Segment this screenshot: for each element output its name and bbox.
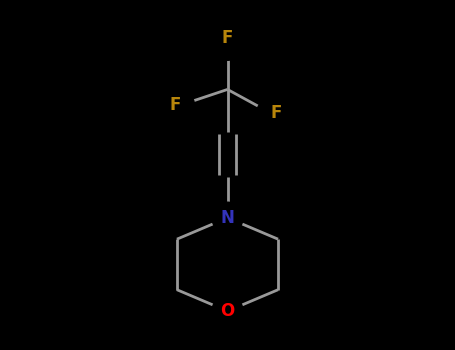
Text: F: F <box>270 104 282 122</box>
Circle shape <box>257 99 284 126</box>
Text: F: F <box>222 29 233 47</box>
Circle shape <box>212 295 243 327</box>
Text: N: N <box>221 209 234 227</box>
Circle shape <box>214 33 241 60</box>
Circle shape <box>167 91 194 119</box>
Text: O: O <box>220 302 235 320</box>
Circle shape <box>212 202 243 233</box>
Text: F: F <box>169 96 181 114</box>
